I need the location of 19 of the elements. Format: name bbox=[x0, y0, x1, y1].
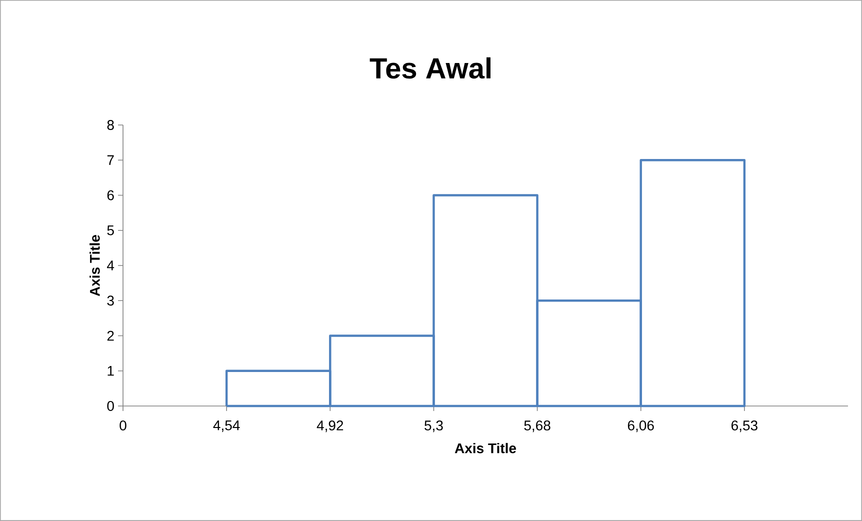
y-tick-label: 2 bbox=[107, 330, 114, 341]
y-tick-label: 5 bbox=[107, 225, 114, 236]
y-tick-label: 6 bbox=[107, 190, 114, 200]
x-tick-label: 6,53 bbox=[732, 420, 758, 432]
y-tick-label: 7 bbox=[107, 155, 114, 165]
y-tick-label: 1 bbox=[108, 366, 114, 376]
x-axis-title: Axis Title bbox=[454, 442, 516, 454]
x-tick-label: 6,06 bbox=[628, 420, 654, 432]
y-tick-label: 4 bbox=[107, 260, 114, 270]
x-tick-label: 0 bbox=[120, 420, 126, 430]
x-tick-label: 5,3 bbox=[424, 420, 443, 432]
x-tick-label: 4,54 bbox=[213, 420, 240, 432]
y-axis-title: Axis Title bbox=[90, 234, 100, 296]
y-tick-label: 3 bbox=[107, 296, 114, 306]
x-tick-label: 4,92 bbox=[316, 420, 344, 432]
x-tick-label: 5,68 bbox=[524, 420, 550, 432]
y-tick-label: 8 bbox=[107, 120, 114, 130]
chart-title: Tes Awal bbox=[370, 57, 490, 79]
y-tick-label: 0 bbox=[107, 401, 114, 411]
